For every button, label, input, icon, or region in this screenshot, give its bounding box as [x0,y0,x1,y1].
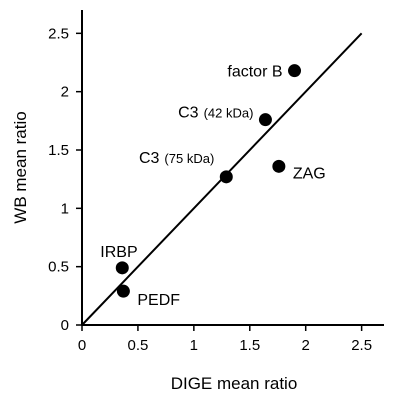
x-tick-label: 0 [78,337,86,354]
x-axis-title: DIGE mean ratio [171,374,298,393]
data-points [115,64,302,298]
data-point [116,284,130,298]
point-label: C3 (75 kDa) [139,150,214,167]
y-tick-label: 1 [61,200,69,217]
point-label-sub: (75 kDa) [164,151,214,166]
y-tick-label: 2.5 [48,25,69,42]
y-axis-title: WB mean ratio [11,111,30,223]
point-label-name: factor B [227,64,282,81]
x-tick-label: 1 [190,337,198,354]
point-label-name: ZAG [293,165,326,182]
y-tick-label: 0 [61,317,69,334]
point-label: PEDF [137,292,180,309]
point-labels: factor B C3 (42 kDa) C3 (75 kDa) ZAG IRBP PEDF [100,64,326,309]
data-point [272,159,286,173]
data-point [219,170,233,184]
point-label-sub: (42 kDa) [204,106,254,121]
point-label-name: C3 [178,105,199,122]
point-label-name: PEDF [137,292,180,309]
data-point [258,113,272,127]
x-tick-label: 2 [302,337,310,354]
x-tick-label: 0.5 [127,337,148,354]
x-tick-label: 1.5 [239,337,260,354]
point-label: factor B [227,64,282,81]
point-label-name: C3 [139,150,160,167]
point-label: C3 (42 kDa) [178,105,253,122]
y-tick-label: 0.5 [48,259,69,276]
point-label: ZAG [293,165,326,182]
y-tick-label: 2 [61,84,69,101]
data-point [288,64,302,78]
data-point [115,261,129,275]
axes [81,10,384,326]
point-label: IRBP [100,244,137,261]
ticks: 0 0.5 1 1.5 2 2.5 0 0.5 1 1.5 2 2.5 [48,25,372,354]
x-tick-label: 2.5 [351,337,372,354]
point-label-name: IRBP [100,244,137,261]
y-tick-label: 1.5 [48,142,69,159]
